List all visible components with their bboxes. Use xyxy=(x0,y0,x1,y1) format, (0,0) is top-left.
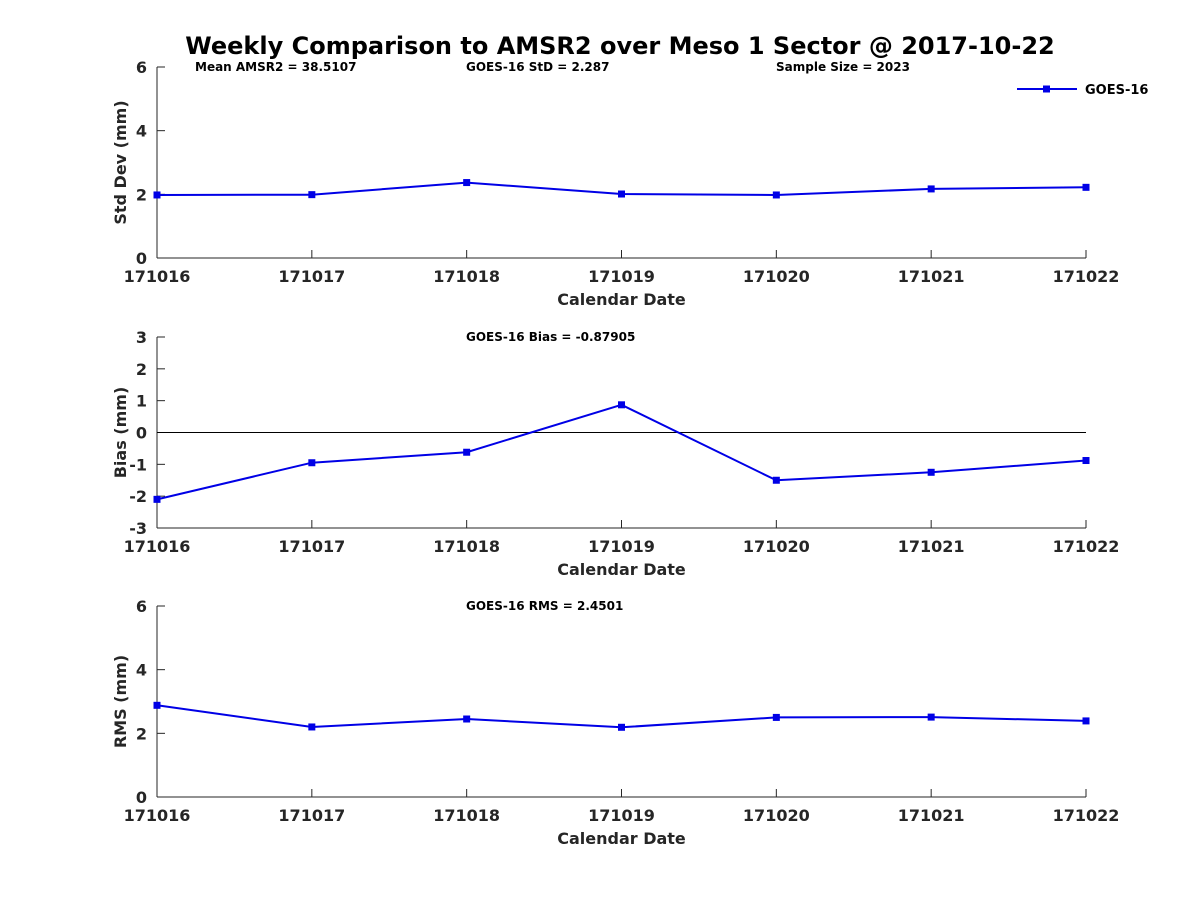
y-tick-label: 1 xyxy=(136,392,147,411)
legend-marker xyxy=(1043,85,1050,93)
data-point xyxy=(618,401,625,409)
y-tick-label: 4 xyxy=(136,122,147,141)
x-tick-label: 171022 xyxy=(1053,537,1120,556)
y-tick-label: 3 xyxy=(136,328,147,347)
x-tick-label: 171021 xyxy=(898,806,965,825)
data-point xyxy=(1082,183,1090,191)
data-point xyxy=(308,459,316,467)
y-tick-label: 2 xyxy=(136,724,147,743)
bias-panel: -3 -2 -1 0 1 2 3 171016 171017 171018 171019 171020… xyxy=(111,328,1119,579)
data-point xyxy=(772,191,780,199)
data-point xyxy=(1082,717,1090,725)
x-tick-label: 171022 xyxy=(1053,267,1120,286)
data-point xyxy=(927,185,935,193)
data-point xyxy=(308,191,316,199)
figure-title: Weekly Comparison to AMSR2 over Meso 1 S… xyxy=(185,32,1054,60)
x-tick-label: 171021 xyxy=(898,267,965,286)
y-tick-label: -2 xyxy=(129,487,147,506)
data-point xyxy=(1082,457,1090,465)
y-tick-label: 2 xyxy=(136,185,147,204)
x-tick-label: 171020 xyxy=(743,267,810,286)
x-axis-label: Calendar Date xyxy=(557,560,686,579)
data-point xyxy=(308,723,316,731)
y-axis-label: Std Dev (mm) xyxy=(111,100,130,224)
x-tick-label: 171021 xyxy=(898,537,965,556)
y-tick-label: 6 xyxy=(136,58,147,77)
stat-annotation: GOES-16 RMS = 2.4501 xyxy=(466,599,623,613)
x-tick-label: 171016 xyxy=(124,806,191,825)
data-point xyxy=(927,468,935,476)
x-axis-label: Calendar Date xyxy=(557,290,686,309)
y-tick-label: 0 xyxy=(136,788,147,807)
data-point xyxy=(772,713,780,721)
x-tick-label: 171017 xyxy=(278,267,345,286)
x-tick-label: 171020 xyxy=(743,806,810,825)
x-tick-label: 171020 xyxy=(743,537,810,556)
stat-annotation: Mean AMSR2 = 38.5107 xyxy=(195,60,356,74)
x-tick-label: 171018 xyxy=(433,537,500,556)
stat-annotation: GOES-16 Bias = -0.87905 xyxy=(466,330,635,344)
y-axis-label: RMS (mm) xyxy=(111,655,130,748)
legend: GOES-16 xyxy=(1017,83,1148,98)
data-point xyxy=(463,448,471,456)
x-tick-label: 171016 xyxy=(124,267,191,286)
stat-annotation: GOES-16 StD = 2.287 xyxy=(466,60,609,74)
legend-label: GOES-16 xyxy=(1085,83,1148,98)
rms-panel: 0 2 4 6 171016 171017 171018 171019 171020 171021… xyxy=(111,597,1119,848)
data-point xyxy=(153,495,161,503)
y-tick-label: 0 xyxy=(136,249,147,268)
x-tick-label: 171016 xyxy=(124,537,191,556)
y-axis-label: Bias (mm) xyxy=(111,387,130,479)
x-axis-label: Calendar Date xyxy=(557,829,686,848)
data-point xyxy=(153,701,161,709)
x-tick-label: 171019 xyxy=(588,806,655,825)
series-line xyxy=(156,403,1087,501)
y-tick-label: 0 xyxy=(136,424,147,443)
x-tick-label: 171018 xyxy=(433,806,500,825)
data-point xyxy=(153,191,161,199)
x-tick-label: 171017 xyxy=(278,537,345,556)
y-tick-label: -3 xyxy=(129,519,147,538)
y-tick-label: -1 xyxy=(129,455,147,474)
data-point xyxy=(618,190,625,198)
stat-annotation: Sample Size = 2023 xyxy=(776,60,910,74)
x-tick-label: 171017 xyxy=(278,806,345,825)
data-point xyxy=(463,715,471,723)
x-tick-label: 171018 xyxy=(433,267,500,286)
data-point xyxy=(927,713,935,721)
data-point xyxy=(463,179,471,187)
data-point xyxy=(618,723,625,731)
y-tick-label: 2 xyxy=(136,360,147,379)
y-tick-label: 4 xyxy=(136,661,147,680)
std-dev-panel: 0 2 4 6 171016 171017 171018 171019 171020 171021… xyxy=(111,58,1119,309)
x-tick-label: 171019 xyxy=(588,267,655,286)
y-tick-label: 6 xyxy=(136,597,147,616)
x-tick-label: 171019 xyxy=(588,537,655,556)
x-tick-label: 171022 xyxy=(1053,806,1120,825)
data-point xyxy=(772,476,780,484)
